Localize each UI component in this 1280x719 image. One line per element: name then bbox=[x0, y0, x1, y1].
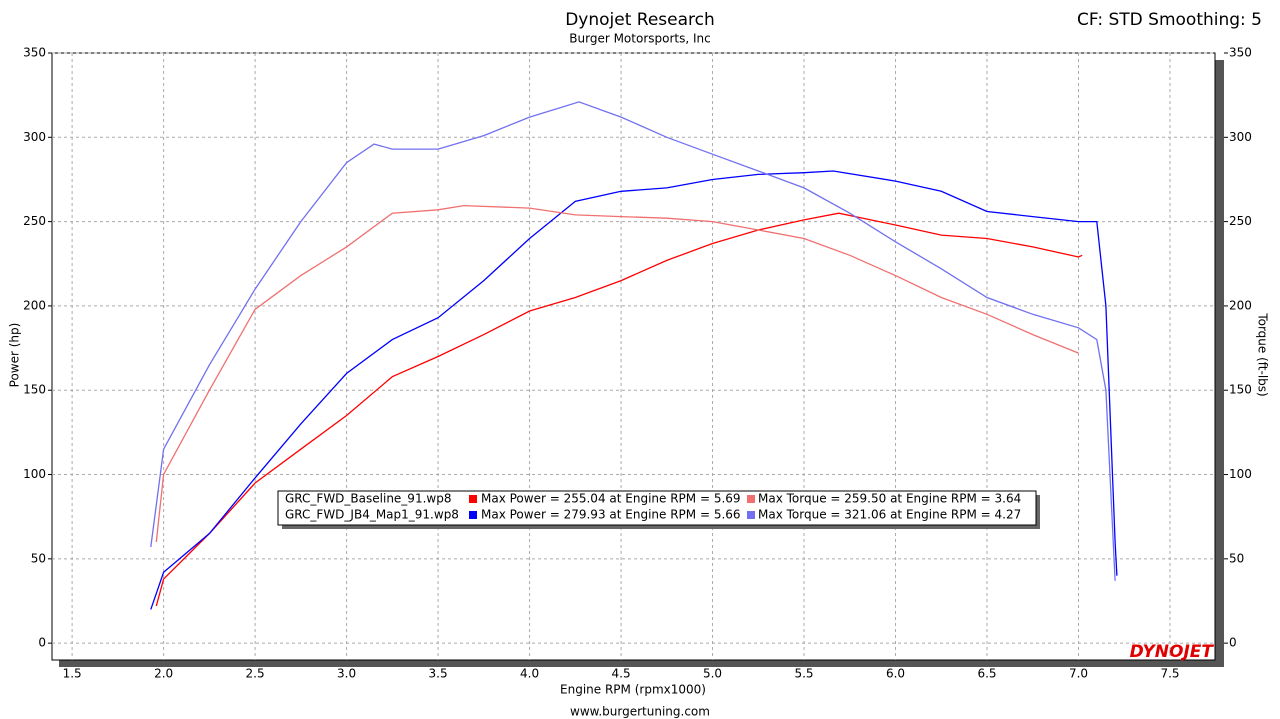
legend-swatch bbox=[747, 511, 755, 519]
x-tick-label: 1.5 bbox=[63, 667, 82, 681]
series-line bbox=[150, 170, 1118, 610]
y-tick-label: 0 bbox=[38, 636, 46, 650]
x-axis-label: Engine RPM (rpmx1000) bbox=[560, 683, 706, 697]
y2-tick-label: 0 bbox=[1229, 636, 1237, 650]
x-tick-label: 3.5 bbox=[429, 667, 448, 681]
y2-tick-label: 50 bbox=[1229, 551, 1244, 565]
plot-frame bbox=[51, 52, 1216, 661]
x-tick-label: 7.5 bbox=[1160, 667, 1179, 681]
y-tick-label: 350 bbox=[23, 46, 46, 60]
y2-tick-label: 350 bbox=[1229, 46, 1252, 60]
legend-file: GRC_FWD_Baseline_91.wp8 bbox=[285, 492, 451, 506]
x-tick-label: 2.5 bbox=[246, 667, 265, 681]
legend-swatch bbox=[469, 511, 477, 519]
series-line bbox=[155, 204, 1079, 543]
footer: www.burgertuning.com bbox=[570, 705, 710, 719]
chart-subtitle: Burger Motorsports, Inc bbox=[569, 32, 710, 46]
chart-title: Dynojet Research bbox=[565, 10, 715, 30]
legend-entry: Max Power = 279.93 at Engine RPM = 5.66 bbox=[481, 508, 741, 522]
legend-entry: Max Power = 255.04 at Engine RPM = 5.69 bbox=[481, 492, 741, 506]
series-line bbox=[155, 212, 1083, 607]
axis-shadow bbox=[59, 660, 1224, 667]
axis-shadow bbox=[1215, 60, 1224, 667]
series-line bbox=[150, 101, 1116, 581]
x-tick-label: 5.0 bbox=[703, 667, 722, 681]
legend-swatch bbox=[469, 495, 477, 503]
x-tick-label: 6.0 bbox=[886, 667, 905, 681]
legend-entry: Max Torque = 259.50 at Engine RPM = 3.64 bbox=[758, 492, 1021, 506]
y-tick-label: 200 bbox=[23, 298, 46, 312]
x-tick-label: 5.5 bbox=[794, 667, 813, 681]
x-tick-label: 4.5 bbox=[612, 667, 631, 681]
lines bbox=[150, 101, 1118, 610]
y-tick-label: 250 bbox=[23, 214, 46, 228]
x-tick-label: 6.5 bbox=[977, 667, 996, 681]
y-tick-label: 50 bbox=[31, 551, 46, 565]
x-tick-label: 2.0 bbox=[154, 667, 173, 681]
legend-box bbox=[277, 490, 1037, 526]
y-tick-label: 300 bbox=[23, 130, 46, 144]
y2-axis-label: Torque (ft-lbs) bbox=[1256, 312, 1270, 396]
y2-tick-label: 300 bbox=[1229, 130, 1252, 144]
y-tick-label: 100 bbox=[23, 467, 46, 481]
y2-tick-label: 200 bbox=[1229, 298, 1252, 312]
grid: 1.5 2.0 2.5 3.0 3.5 4.0 4.5 5.0 5.5 6.0 6.5 7.0 7.5 0… bbox=[23, 46, 1252, 681]
y2-tick-label: 250 bbox=[1229, 214, 1252, 228]
x-tick-label: 7.0 bbox=[1069, 667, 1088, 681]
y-axis-label: Power (hp) bbox=[8, 323, 22, 388]
header-right: CF: STD Smoothing: 5 bbox=[1077, 10, 1262, 30]
legend-swatch bbox=[747, 495, 755, 503]
y2-tick-label: 150 bbox=[1229, 383, 1252, 397]
legend-file: GRC_FWD_JB4_Map1_91.wp8 bbox=[285, 508, 459, 522]
x-tick-label: 3.0 bbox=[337, 667, 356, 681]
legend: GRC_FWD_Baseline_91.wp8 Max Power = 255.0… bbox=[277, 490, 1040, 529]
legend-entry: Max Torque = 321.06 at Engine RPM = 4.27 bbox=[758, 508, 1021, 522]
logo: DYNOJET bbox=[1130, 642, 1215, 662]
y2-tick-label: 100 bbox=[1229, 467, 1252, 481]
y-tick-label: 150 bbox=[23, 383, 46, 397]
x-tick-label: 4.0 bbox=[520, 667, 539, 681]
